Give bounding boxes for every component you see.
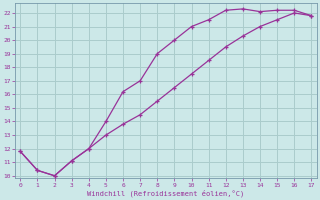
X-axis label: Windchill (Refroidissement éolien,°C): Windchill (Refroidissement éolien,°C) (87, 189, 244, 197)
